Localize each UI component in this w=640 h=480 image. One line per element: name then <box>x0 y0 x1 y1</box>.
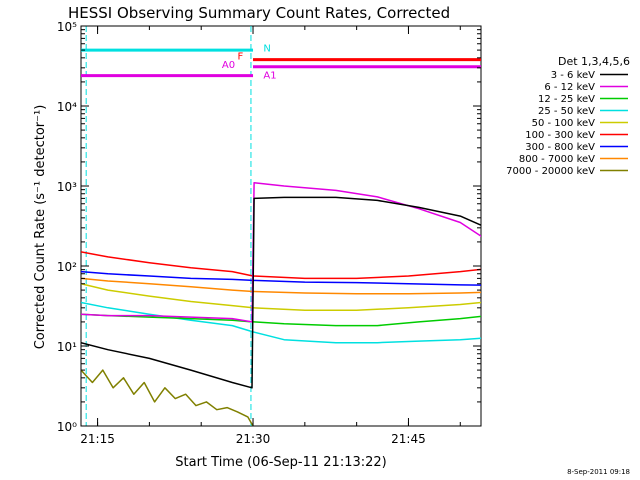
axes: 21:15 21:30 21:45 10⁰ 10¹ 10² 10³ 10⁴ 10⁵ <box>57 20 481 446</box>
y-tick-label: 10³ <box>57 180 77 194</box>
y-tick-label: 10¹ <box>57 340 77 354</box>
chart-title: HESSI Observing Summary Count Rates, Cor… <box>68 4 450 22</box>
plot-frame <box>80 25 482 427</box>
x-tick-label: 21:15 <box>80 432 115 446</box>
annotation-n: N <box>263 44 270 55</box>
x-axis-label: Start Time (06-Sep-11 21:13:22) <box>175 455 386 470</box>
legend-label-0: 3 - 6 keV <box>551 70 595 81</box>
annotation-a1: A1 <box>263 71 276 82</box>
legend-label-5: 100 - 300 keV <box>525 130 595 141</box>
x-tick-label: 21:45 <box>391 432 426 446</box>
legend-label-7: 800 - 7000 keV <box>519 154 595 165</box>
legend-label-4: 50 - 100 keV <box>532 118 596 129</box>
series-line-2 <box>81 313 481 327</box>
series-line-8 <box>81 369 254 426</box>
plot-area: NSFA0A1A3 <box>81 26 481 426</box>
y-axis-label: Corrected Count Rate (s⁻¹ detector⁻¹) <box>33 105 48 350</box>
x-tick-label: 21:30 <box>236 432 271 446</box>
annotation-f: F <box>237 52 243 63</box>
legend-label-8: 7000 - 20000 keV <box>506 166 595 177</box>
legend-title: Det 1,3,4,5,6 <box>558 55 630 68</box>
legend-label-1: 6 - 12 keV <box>544 82 595 93</box>
series-line-5 <box>81 251 481 280</box>
y-tick-label: 10² <box>57 260 77 274</box>
legend-label-2: 12 - 25 keV <box>538 94 595 105</box>
y-tick-label: 10⁰ <box>57 420 77 434</box>
legend-label-3: 25 - 50 keV <box>538 106 595 117</box>
legend-label-6: 300 - 800 keV <box>525 142 595 153</box>
footer-timestamp: 8-Sep-2011 09:18 <box>567 468 630 476</box>
y-tick-label: 10⁴ <box>57 100 77 114</box>
annotation-a0: A0 <box>222 60 235 71</box>
y-tick-label: 10⁵ <box>57 20 77 34</box>
series-line-6 <box>81 270 481 286</box>
series-line-4 <box>81 282 481 311</box>
series-line-0 <box>81 196 481 389</box>
series-line-3 <box>81 301 481 344</box>
series-line-7 <box>81 277 481 295</box>
